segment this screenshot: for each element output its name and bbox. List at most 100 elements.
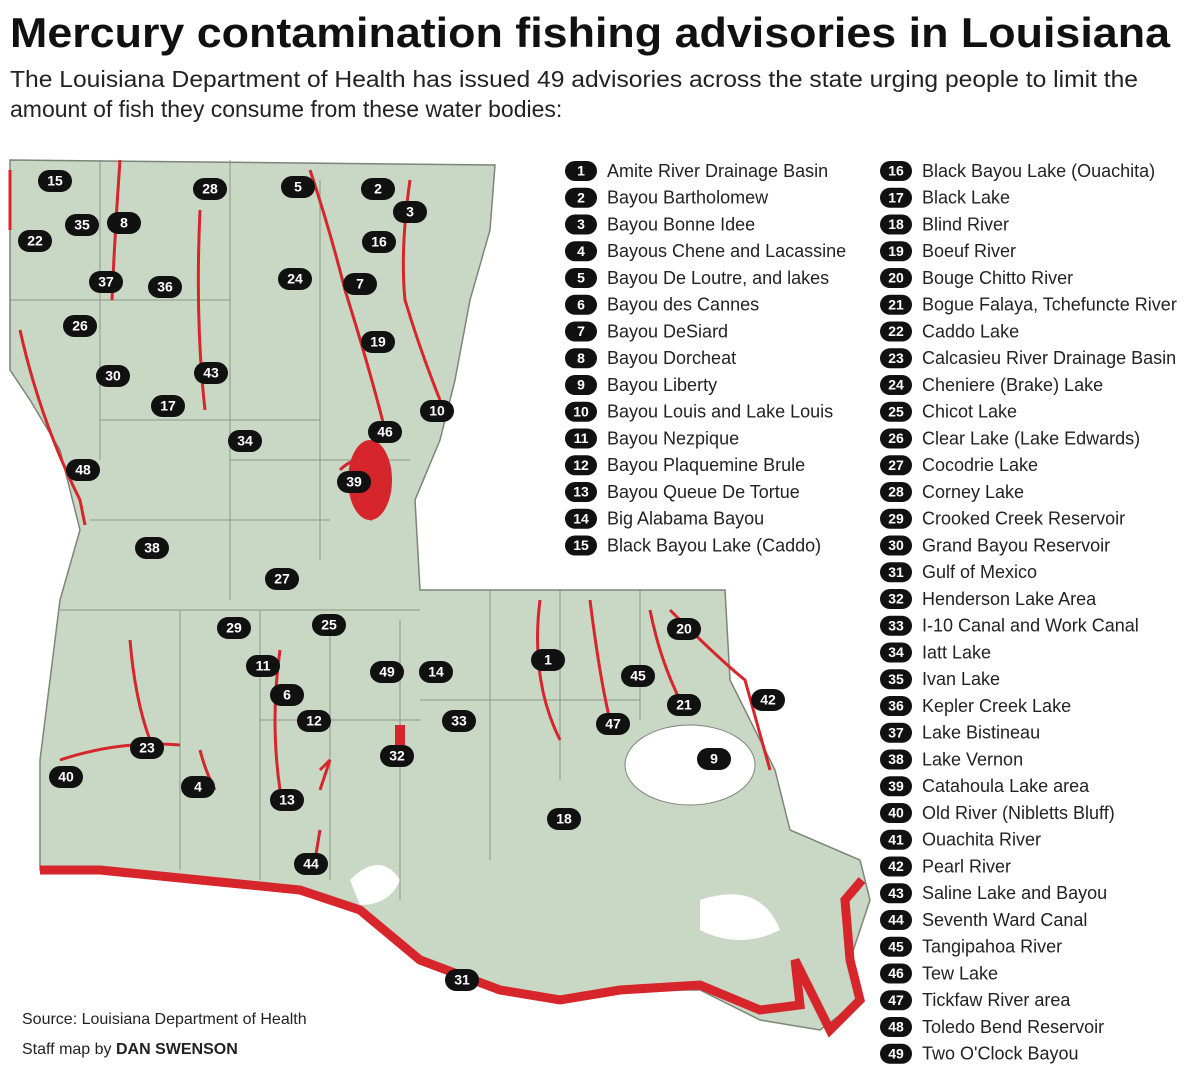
marker-number: 39 — [346, 474, 362, 490]
marker-badge — [312, 614, 346, 636]
marker-badge — [18, 230, 52, 252]
marker-number: 30 — [105, 368, 121, 384]
legend-number: 7 — [577, 323, 585, 339]
coast-bay — [350, 865, 780, 940]
marker-badge — [368, 421, 402, 443]
marker-number: 44 — [303, 856, 319, 872]
legend-number: 44 — [888, 912, 904, 928]
legend-number: 46 — [888, 965, 904, 981]
legend-name: Bayou Queue De Tortue — [607, 482, 800, 502]
marker-badge — [66, 459, 100, 481]
marker-number: 43 — [203, 365, 219, 381]
legend-badge — [880, 375, 912, 395]
legend-number: 1 — [577, 163, 585, 179]
legend-badge — [565, 482, 597, 502]
marker-badge — [38, 170, 72, 192]
marker-badge — [445, 969, 479, 991]
marker-number: 3 — [406, 204, 414, 220]
legend-name: Kepler Creek Lake — [922, 696, 1071, 716]
legend-number: 8 — [577, 350, 585, 366]
legend-number: 4 — [577, 243, 585, 259]
legend-badge — [880, 829, 912, 850]
marker-badge — [337, 471, 371, 493]
marker-number: 37 — [98, 274, 114, 290]
legend-name: Bayou Louis and Lake Louis — [607, 402, 833, 422]
marker-badge — [148, 276, 182, 298]
legend-badge — [880, 482, 912, 502]
legend-name: Caddo Lake — [922, 321, 1019, 341]
marker-number: 49 — [379, 664, 395, 680]
legend-name: Black Bayou Lake (Ouachita) — [922, 161, 1155, 181]
legend-number: 28 — [888, 484, 904, 500]
legend-badge — [565, 161, 597, 181]
legend-badge — [565, 455, 597, 476]
legend-badge — [880, 348, 912, 369]
legend-badge — [880, 776, 912, 797]
legend-badge — [565, 428, 597, 449]
marker-badge — [281, 176, 315, 198]
marker-badge — [531, 649, 565, 671]
legend-badge — [880, 562, 912, 583]
legend-badge — [565, 508, 597, 529]
legend-badge — [880, 428, 912, 449]
marker-number: 9 — [710, 751, 718, 767]
marker-number: 24 — [287, 271, 303, 287]
lake-mark — [395, 725, 405, 745]
marker-number: 18 — [556, 811, 572, 827]
legend-number: 38 — [888, 751, 904, 767]
legend-number: 33 — [888, 617, 904, 633]
legend-badge — [880, 321, 912, 342]
legend-badge — [880, 187, 912, 208]
marker-badge — [194, 362, 228, 384]
legend-name: Ouachita River — [922, 830, 1041, 850]
legend-name: Lake Vernon — [922, 749, 1023, 769]
marker-badge — [362, 231, 396, 253]
legend-name: Boeuf River — [922, 241, 1016, 261]
legend-name: Pearl River — [922, 856, 1011, 876]
legend-name: Iatt Lake — [922, 642, 991, 662]
legend-number: 40 — [888, 805, 904, 821]
marker-badge — [697, 748, 731, 770]
marker-badge — [343, 273, 377, 295]
legend-name: Ivan Lake — [922, 669, 1000, 689]
legend-number: 29 — [888, 510, 904, 526]
legend-badge — [880, 936, 912, 957]
marker-number: 2 — [374, 181, 382, 197]
lake-pontchartrain — [624, 724, 756, 806]
legend-badge — [565, 214, 597, 235]
legend-number: 22 — [888, 323, 904, 339]
legend-name: Gulf of Mexico — [922, 562, 1037, 582]
marker-number: 28 — [202, 181, 218, 197]
marker-badge — [361, 178, 395, 200]
legend-name: Bayou des Cannes — [607, 295, 759, 315]
legend-name: Crooked Creek Reservoir — [922, 509, 1125, 529]
legend-number: 47 — [888, 992, 904, 1008]
legend-number: 16 — [888, 163, 904, 179]
legend-name: Tew Lake — [922, 963, 998, 983]
legend-name: Bayou Plaquemine Brule — [607, 455, 805, 475]
legend-number: 13 — [573, 484, 589, 500]
marker-number: 31 — [454, 972, 470, 988]
legend-name: Bayou Nezpique — [607, 428, 739, 448]
marker-badge — [265, 568, 299, 590]
legend-number: 20 — [888, 270, 904, 286]
legend-name: Bayous Chene and Lacassine — [607, 241, 846, 261]
legend-number: 37 — [888, 724, 904, 740]
marker-number: 7 — [356, 276, 364, 292]
legend-number: 10 — [573, 403, 589, 419]
legend-badge — [880, 241, 912, 262]
legend-number: 41 — [888, 831, 904, 847]
marker-number: 1 — [544, 652, 552, 668]
legend-number: 24 — [888, 377, 904, 393]
legend-name: Catahoula Lake area — [922, 776, 1090, 796]
legend-number: 3 — [577, 216, 585, 232]
legend-badge — [880, 1043, 912, 1064]
source: Source: Louisiana Department of Health — [22, 1011, 307, 1028]
marker-badge — [442, 710, 476, 732]
legend-badge — [880, 990, 912, 1011]
marker-badge — [193, 178, 227, 200]
marker-badge — [667, 618, 701, 640]
legend-number: 39 — [888, 778, 904, 794]
marker-badge — [107, 212, 141, 234]
